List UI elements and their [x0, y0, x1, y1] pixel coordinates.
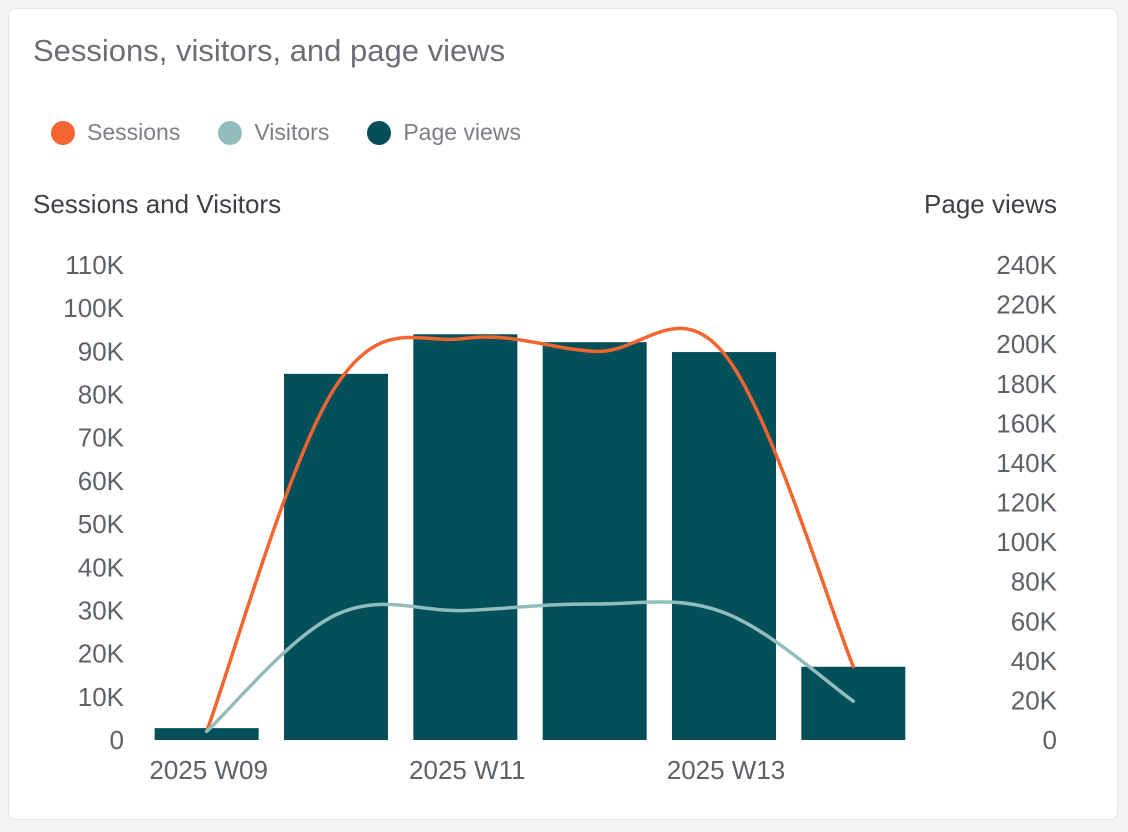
visitors-line[interactable] — [204, 600, 856, 734]
right-tick-label: 120K — [996, 488, 1057, 518]
page-views-bar[interactable] — [413, 334, 518, 740]
x-axis-ticks: 2025 W09 2025 W11 2025 W13 — [149, 755, 785, 785]
left-axis-ticks: 0 10K 20K 30K 40K 50K 60K 70K 80K 90K 100K 110K — [63, 250, 124, 755]
page-views-bars — [154, 334, 906, 740]
right-tick-label: 240K — [996, 250, 1057, 280]
x-tick-label: 2025 W11 — [409, 755, 526, 785]
right-tick-label: 180K — [996, 369, 1057, 399]
legend-item-visitors[interactable]: Visitors — [218, 119, 329, 146]
right-tick-label: 220K — [996, 290, 1057, 320]
right-tick-label: 0 — [1043, 725, 1057, 755]
left-tick-label: 70K — [78, 423, 125, 453]
page-views-bar[interactable] — [672, 352, 776, 740]
page-views-legend-dot-icon — [367, 120, 392, 145]
page-views-bar[interactable] — [154, 728, 259, 740]
left-tick-label: 50K — [78, 509, 125, 539]
legend-label-page-views: Page views — [403, 119, 521, 145]
page-views-bar[interactable] — [284, 373, 388, 740]
legend-label-visitors: Visitors — [254, 119, 330, 145]
right-tick-label: 80K — [1011, 567, 1058, 597]
right-tick-label: 40K — [1011, 646, 1058, 676]
legend-item-page-views[interactable]: Page views — [367, 119, 521, 146]
left-tick-label: 30K — [78, 595, 125, 625]
left-tick-label: 90K — [78, 336, 125, 366]
card-title: Sessions, visitors, and page views — [33, 33, 506, 68]
legend-label-sessions: Sessions — [87, 119, 181, 145]
sessions-legend-dot-icon — [51, 120, 75, 145]
left-axis-title: Sessions and Visitors — [33, 189, 281, 219]
left-tick-label: 80K — [78, 380, 125, 410]
right-tick-label: 60K — [1011, 606, 1058, 636]
left-tick-label: 60K — [78, 466, 125, 496]
page-views-bar[interactable] — [542, 342, 647, 740]
sessions-line[interactable] — [204, 326, 856, 734]
right-tick-label: 140K — [996, 448, 1057, 478]
right-axis-ticks: 0 20K 40K 60K 80K 100K 120K 140K 160K 180K 200K 220… — [996, 250, 1057, 755]
page-views-bar[interactable] — [801, 666, 906, 740]
left-tick-label: 20K — [78, 639, 125, 669]
left-tick-label: 100K — [63, 293, 124, 323]
legend-item-sessions[interactable]: Sessions — [51, 119, 180, 146]
right-axis-title: Page views — [924, 189, 1057, 219]
left-tick-label: 10K — [78, 682, 125, 712]
left-tick-label: 40K — [78, 552, 125, 582]
right-tick-label: 160K — [996, 408, 1057, 438]
right-tick-label: 100K — [996, 527, 1057, 557]
right-tick-label: 200K — [996, 329, 1057, 359]
left-tick-label: 0 — [110, 725, 124, 755]
visitors-legend-dot-icon — [218, 120, 243, 145]
chart-legend: Sessions Visitors Page views — [51, 119, 521, 146]
x-tick-label: 2025 W13 — [667, 755, 786, 785]
left-tick-label: 110K — [65, 250, 124, 280]
line-series — [204, 326, 856, 734]
right-tick-label: 20K — [1011, 685, 1058, 715]
x-tick-label: 2025 W09 — [149, 755, 268, 785]
